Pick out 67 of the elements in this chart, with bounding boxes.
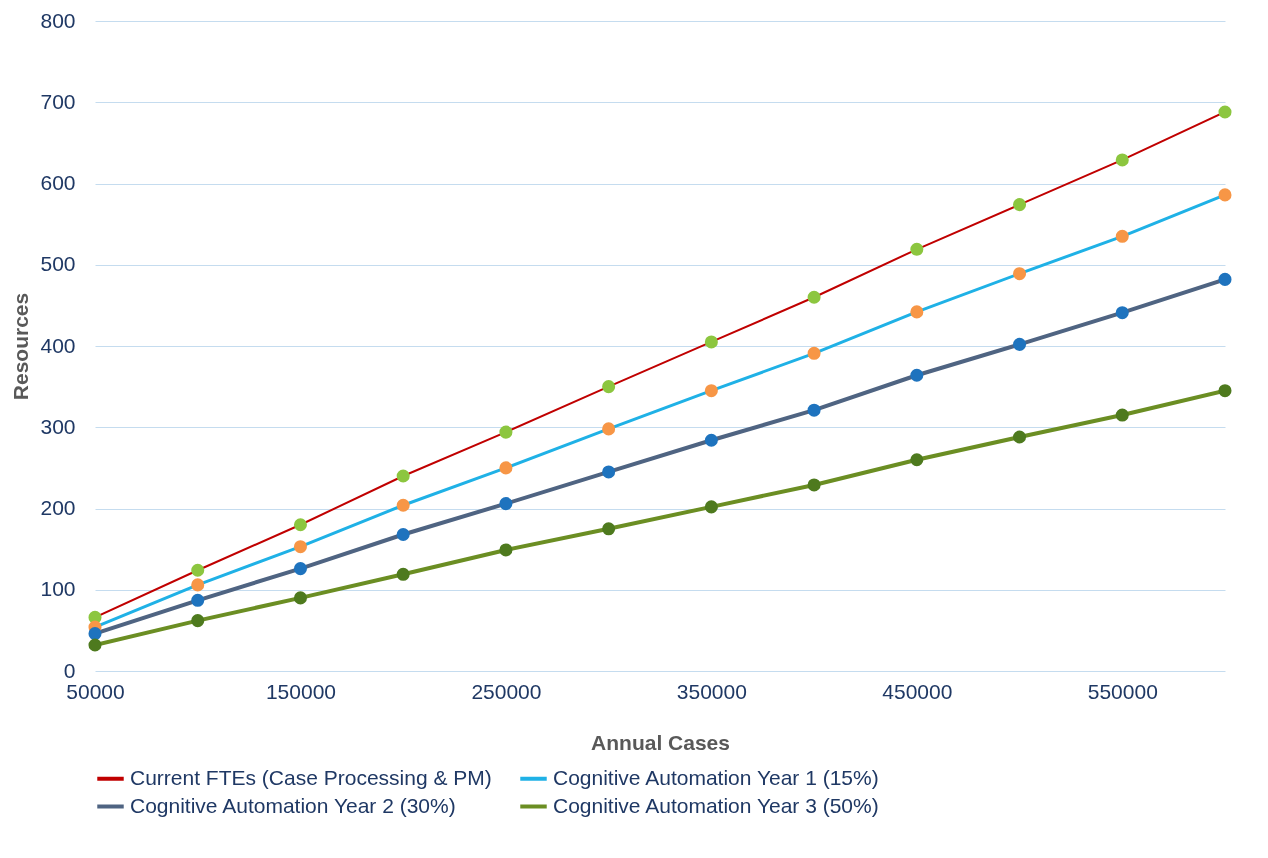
legend-label: Cognitive Automation Year 1 (15%) <box>553 765 879 789</box>
legend-label: Cognitive Automation Year 2 (30%) <box>130 793 456 817</box>
x-tick-label: 550000 <box>1087 679 1158 703</box>
point <box>293 591 307 605</box>
point <box>910 368 924 382</box>
point <box>1115 306 1129 320</box>
point <box>191 563 205 577</box>
point <box>910 453 924 467</box>
point <box>396 567 410 581</box>
point <box>1115 408 1129 422</box>
point <box>396 498 410 512</box>
y-tick-label: 300 <box>40 414 76 438</box>
point <box>88 638 102 652</box>
point <box>1218 384 1232 398</box>
point <box>807 290 821 304</box>
point <box>602 422 616 436</box>
point <box>910 242 924 256</box>
point <box>1218 105 1232 119</box>
y-tick-label: 700 <box>40 89 76 113</box>
y-tick-label: 0 <box>63 658 76 682</box>
y-tick-label: 500 <box>40 252 76 276</box>
x-axis-title: Annual Cases <box>591 730 730 754</box>
point <box>1013 430 1027 444</box>
point <box>602 465 616 479</box>
y-tick-label: 800 <box>40 8 76 32</box>
point <box>499 461 513 475</box>
point <box>1218 272 1232 286</box>
point <box>807 346 821 360</box>
point <box>704 433 718 447</box>
point <box>1115 153 1129 167</box>
point <box>499 497 513 511</box>
point <box>704 384 718 398</box>
point <box>1013 267 1027 281</box>
y-tick-label: 100 <box>40 577 76 601</box>
point <box>602 380 616 394</box>
point <box>1013 198 1027 212</box>
point <box>1115 229 1129 243</box>
point <box>396 469 410 483</box>
x-tick-label: 50000 <box>66 679 125 703</box>
x-tick-label: 450000 <box>882 679 953 703</box>
point <box>293 540 307 554</box>
point <box>293 562 307 576</box>
y-tick-label: 200 <box>40 496 76 519</box>
point <box>807 403 821 417</box>
point <box>88 627 102 641</box>
legend-label: Current FTEs (Case Processing & PM) <box>130 765 492 789</box>
point <box>499 425 513 439</box>
point <box>1013 337 1027 351</box>
point <box>293 518 307 532</box>
point <box>807 478 821 492</box>
x-tick-label: 350000 <box>676 679 747 703</box>
x-tick-label: 150000 <box>265 679 336 703</box>
x-tick-label: 250000 <box>471 679 542 703</box>
y-tick-label: 400 <box>40 333 76 357</box>
point <box>499 543 513 557</box>
point <box>704 335 718 349</box>
point <box>191 593 205 607</box>
point <box>910 305 924 319</box>
point <box>191 614 205 628</box>
legend-label: Cognitive Automation Year 3 (50%) <box>553 793 879 817</box>
point <box>191 578 205 592</box>
point <box>704 500 718 514</box>
y-axis-title: Resources <box>9 292 33 401</box>
point <box>1218 188 1232 202</box>
y-tick-label: 600 <box>40 171 76 194</box>
point <box>396 527 410 542</box>
point <box>602 522 616 536</box>
